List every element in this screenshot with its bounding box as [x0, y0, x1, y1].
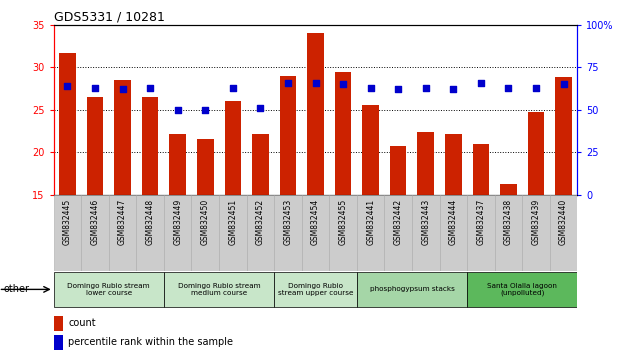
- Point: [256, 105, 266, 111]
- Text: percentile rank within the sample: percentile rank within the sample: [68, 337, 233, 347]
- Bar: [109, 195, 136, 271]
- Bar: [225, 101, 241, 195]
- Text: GSM832440: GSM832440: [559, 199, 568, 245]
- Text: GSM832439: GSM832439: [531, 199, 541, 245]
- Point: [338, 81, 348, 87]
- Point: [173, 107, 183, 113]
- Bar: [445, 133, 462, 195]
- Text: GSM832450: GSM832450: [201, 199, 209, 245]
- Bar: [54, 335, 63, 350]
- Bar: [495, 195, 522, 271]
- Text: GSM832452: GSM832452: [256, 199, 265, 245]
- Text: phosphogypsum stacks: phosphogypsum stacks: [370, 286, 454, 292]
- Point: [476, 80, 486, 85]
- Text: GSM832445: GSM832445: [63, 199, 72, 245]
- Text: GSM832454: GSM832454: [311, 199, 320, 245]
- Point: [90, 85, 100, 91]
- Text: GSM832442: GSM832442: [394, 199, 403, 245]
- Text: GSM832455: GSM832455: [339, 199, 348, 245]
- Point: [421, 85, 431, 91]
- Bar: [528, 112, 545, 195]
- Point: [283, 80, 293, 85]
- Bar: [54, 272, 164, 307]
- Bar: [114, 80, 131, 195]
- Bar: [142, 97, 158, 195]
- Bar: [473, 144, 489, 195]
- Point: [228, 85, 238, 91]
- Bar: [164, 195, 191, 271]
- Bar: [412, 195, 440, 271]
- Text: Domingo Rubio stream
lower course: Domingo Rubio stream lower course: [68, 283, 150, 296]
- Bar: [467, 195, 495, 271]
- Bar: [418, 132, 434, 195]
- Bar: [59, 53, 76, 195]
- Bar: [169, 133, 186, 195]
- Bar: [274, 195, 302, 271]
- Bar: [219, 195, 247, 271]
- Text: other: other: [3, 284, 29, 295]
- Bar: [362, 105, 379, 195]
- Bar: [274, 272, 357, 307]
- Point: [145, 85, 155, 91]
- Bar: [307, 33, 324, 195]
- Bar: [390, 146, 406, 195]
- Bar: [550, 195, 577, 271]
- Text: GSM832444: GSM832444: [449, 199, 458, 245]
- Bar: [54, 316, 63, 331]
- Bar: [522, 195, 550, 271]
- Text: count: count: [68, 318, 96, 328]
- Text: GSM832438: GSM832438: [504, 199, 513, 245]
- Bar: [357, 195, 384, 271]
- Point: [365, 85, 375, 91]
- Text: Domingo Rubio
stream upper course: Domingo Rubio stream upper course: [278, 283, 353, 296]
- Text: GSM832441: GSM832441: [366, 199, 375, 245]
- Bar: [335, 72, 351, 195]
- Point: [117, 86, 127, 92]
- Bar: [440, 195, 467, 271]
- Text: GSM832449: GSM832449: [173, 199, 182, 245]
- Bar: [302, 195, 329, 271]
- Text: GSM832453: GSM832453: [283, 199, 292, 245]
- Bar: [54, 195, 81, 271]
- Bar: [191, 195, 219, 271]
- Point: [558, 81, 569, 87]
- Point: [310, 80, 321, 85]
- Bar: [329, 195, 357, 271]
- Bar: [81, 195, 109, 271]
- Point: [393, 86, 403, 92]
- Bar: [384, 195, 412, 271]
- Bar: [252, 133, 269, 195]
- Point: [448, 86, 458, 92]
- Point: [531, 85, 541, 91]
- Text: GDS5331 / 10281: GDS5331 / 10281: [54, 11, 165, 24]
- Bar: [555, 78, 572, 195]
- Text: GSM832437: GSM832437: [476, 199, 485, 245]
- Bar: [467, 272, 577, 307]
- Text: GSM832447: GSM832447: [118, 199, 127, 245]
- Bar: [357, 272, 467, 307]
- Bar: [86, 97, 103, 195]
- Bar: [247, 195, 274, 271]
- Bar: [500, 184, 517, 195]
- Bar: [197, 139, 213, 195]
- Bar: [280, 76, 296, 195]
- Text: GSM832443: GSM832443: [422, 199, 430, 245]
- Text: GSM832451: GSM832451: [228, 199, 237, 245]
- Text: GSM832446: GSM832446: [90, 199, 100, 245]
- Point: [62, 83, 73, 89]
- Text: Domingo Rubio stream
medium course: Domingo Rubio stream medium course: [178, 283, 261, 296]
- Point: [200, 107, 210, 113]
- Bar: [136, 195, 164, 271]
- Text: Santa Olalla lagoon
(unpolluted): Santa Olalla lagoon (unpolluted): [487, 282, 557, 296]
- Point: [504, 85, 514, 91]
- Text: GSM832448: GSM832448: [146, 199, 155, 245]
- Bar: [164, 272, 274, 307]
